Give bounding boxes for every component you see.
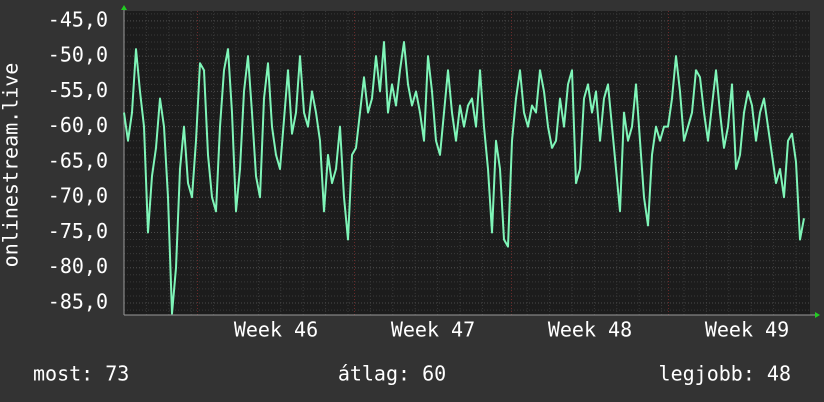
y-tick-label: -50,0 — [48, 43, 108, 67]
y-tick-label: -70,0 — [48, 184, 108, 208]
x-tick-label: Week 46 — [234, 318, 318, 342]
x-tick-label: Week 49 — [705, 318, 789, 342]
y-tick-label: -80,0 — [48, 254, 108, 278]
plot-area — [124, 11, 810, 315]
footer-best: legjobb: 48 — [659, 362, 791, 386]
y-tick-label: -60,0 — [48, 113, 108, 137]
y-axis-label: onlinestream.live — [0, 63, 23, 268]
axis-arrow — [815, 312, 820, 318]
y-tick-label: -55,0 — [48, 78, 108, 102]
footer-current: most: 73 — [33, 362, 129, 386]
x-tick-label: Week 47 — [391, 318, 475, 342]
y-tick-label: -75,0 — [48, 219, 108, 243]
footer-average: átlag: 60 — [338, 362, 446, 386]
y-tick-label: -65,0 — [48, 148, 108, 172]
y-tick-label: -45,0 — [48, 7, 108, 31]
data-line — [123, 41, 805, 315]
y-tick-label: -85,0 — [48, 290, 108, 314]
x-tick-label: Week 48 — [548, 318, 632, 342]
axis-arrow — [121, 5, 127, 10]
